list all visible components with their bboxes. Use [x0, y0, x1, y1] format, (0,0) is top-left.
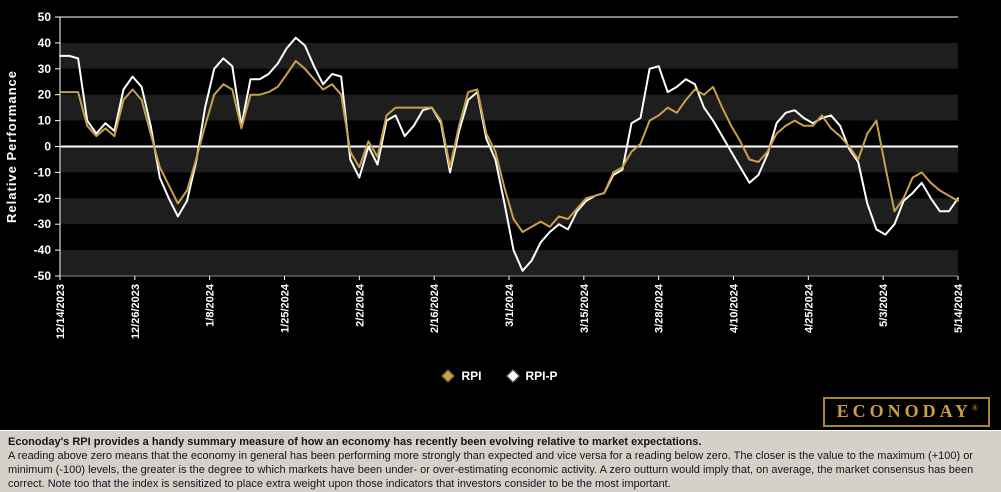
svg-text:20: 20 — [38, 88, 52, 102]
svg-text:4/25/2024: 4/25/2024 — [803, 283, 815, 333]
svg-text:-20: -20 — [34, 191, 52, 205]
svg-text:1/25/2024: 1/25/2024 — [280, 283, 292, 333]
legend-item-rpi: RPI — [441, 368, 482, 384]
svg-text:2/16/2024: 2/16/2024 — [429, 283, 441, 333]
rpi-p-diamond-marker-icon — [505, 368, 520, 384]
rpi-chart-region: 50 40 30 20 10 0 -10 -20 -30 -40 -50 12/14/2023 12/2… — [0, 10, 1001, 427]
svg-text:Relative Performance: Relative Performance — [4, 70, 19, 223]
svg-text:40: 40 — [38, 36, 52, 50]
svg-text:3/28/2024: 3/28/2024 — [654, 283, 666, 333]
svg-text:4/10/2024: 4/10/2024 — [729, 283, 741, 333]
chart-legend: RPI RPI-P — [0, 368, 1001, 384]
footer-body: A reading above zero means that the econ… — [8, 450, 974, 490]
registered-trademark-icon: ® — [971, 403, 978, 413]
svg-text:10: 10 — [38, 114, 52, 128]
svg-text:30: 30 — [38, 62, 52, 76]
svg-text:3/15/2024: 3/15/2024 — [579, 283, 591, 333]
svg-text:50: 50 — [38, 10, 52, 24]
legend-label-rpi: RPI — [461, 369, 482, 383]
svg-text:12/14/2023: 12/14/2023 — [55, 284, 67, 339]
svg-text:2/2/2024: 2/2/2024 — [354, 283, 366, 327]
svg-text:5/14/2024: 5/14/2024 — [953, 283, 965, 333]
econoday-logo: ECONODAY® — [822, 397, 990, 427]
svg-text:5/3/2024: 5/3/2024 — [878, 283, 890, 327]
svg-text:-50: -50 — [34, 269, 52, 283]
rpi-diamond-marker-icon — [441, 368, 456, 384]
svg-text:12/26/2023: 12/26/2023 — [130, 284, 142, 339]
legend-label-rpi-p: RPI-P — [525, 369, 558, 383]
svg-text:-30: -30 — [34, 217, 52, 231]
svg-text:0: 0 — [44, 140, 51, 154]
svg-text:-10: -10 — [34, 165, 52, 179]
svg-text:3/1/2024: 3/1/2024 — [504, 283, 516, 327]
footer-description-panel: Econoday's RPI provides a handy summary … — [0, 430, 1001, 492]
svg-text:-40: -40 — [34, 243, 52, 257]
svg-text:1/8/2024: 1/8/2024 — [205, 283, 217, 327]
footer-headline: Econoday's RPI provides a handy summary … — [8, 436, 702, 448]
econoday-logo-text: ECONODAY — [836, 401, 972, 421]
legend-item-rpi-p: RPI-P — [505, 368, 558, 384]
